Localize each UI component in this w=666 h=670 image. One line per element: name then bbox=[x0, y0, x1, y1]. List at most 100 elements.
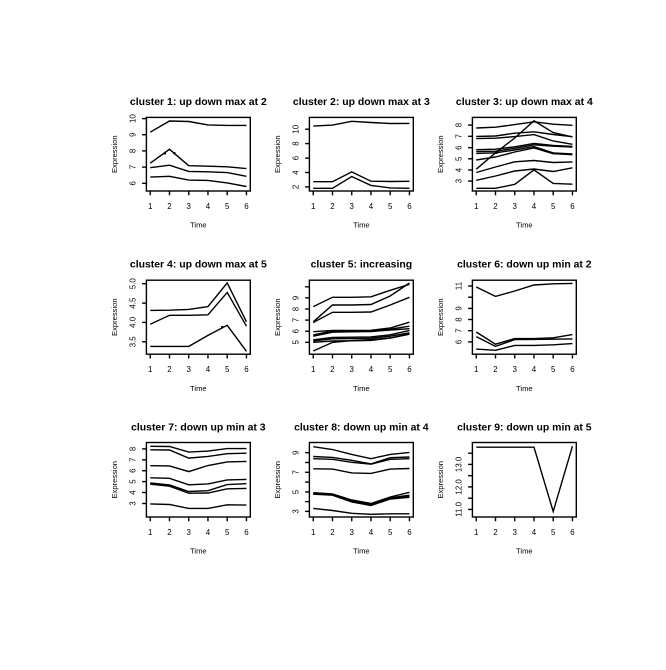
svg-text:8: 8 bbox=[292, 141, 301, 146]
svg-text:cluster 7: down up min at 3: cluster 7: down up min at 3 bbox=[131, 423, 266, 434]
svg-text:1: 1 bbox=[148, 202, 152, 211]
svg-text:Time: Time bbox=[190, 221, 207, 230]
svg-text:9: 9 bbox=[292, 295, 301, 300]
svg-text:2: 2 bbox=[167, 528, 171, 537]
svg-text:cluster 4: up down max at 5: cluster 4: up down max at 5 bbox=[130, 260, 267, 271]
svg-text:3: 3 bbox=[187, 202, 192, 211]
svg-text:Time: Time bbox=[516, 221, 533, 230]
svg-text:1: 1 bbox=[474, 202, 478, 211]
svg-text:Time: Time bbox=[353, 384, 370, 393]
svg-text:Expression: Expression bbox=[436, 461, 445, 499]
svg-text:4: 4 bbox=[532, 202, 537, 211]
svg-text:5: 5 bbox=[551, 528, 556, 537]
svg-text:6: 6 bbox=[292, 155, 301, 160]
svg-text:Time: Time bbox=[516, 384, 533, 393]
svg-text:5: 5 bbox=[388, 202, 393, 211]
svg-text:7: 7 bbox=[292, 318, 301, 322]
svg-text:6: 6 bbox=[570, 202, 575, 211]
svg-text:4: 4 bbox=[369, 528, 374, 537]
svg-text:11.0: 11.0 bbox=[455, 501, 464, 516]
svg-text:5: 5 bbox=[225, 528, 230, 537]
svg-text:8: 8 bbox=[292, 306, 301, 311]
svg-text:cluster 3: up down max at 4: cluster 3: up down max at 4 bbox=[456, 97, 593, 108]
svg-text:5: 5 bbox=[292, 339, 301, 344]
svg-text:3: 3 bbox=[455, 178, 464, 183]
svg-text:4: 4 bbox=[292, 170, 301, 175]
svg-text:8: 8 bbox=[129, 148, 138, 153]
svg-text:3: 3 bbox=[129, 501, 138, 506]
svg-text:2: 2 bbox=[330, 202, 334, 211]
svg-text:7: 7 bbox=[455, 329, 464, 333]
svg-text:3: 3 bbox=[187, 528, 192, 537]
svg-text:4: 4 bbox=[455, 167, 464, 172]
svg-text:13.0: 13.0 bbox=[455, 456, 464, 472]
svg-text:3: 3 bbox=[292, 509, 301, 514]
svg-text:1: 1 bbox=[311, 528, 315, 537]
svg-text:cluster 6: down up min at 2: cluster 6: down up min at 2 bbox=[457, 260, 592, 271]
svg-text:7: 7 bbox=[129, 165, 138, 169]
svg-text:1: 1 bbox=[311, 365, 315, 374]
svg-text:6: 6 bbox=[129, 180, 138, 185]
svg-text:3: 3 bbox=[513, 528, 518, 537]
svg-text:Expression: Expression bbox=[436, 298, 445, 336]
svg-text:1: 1 bbox=[311, 202, 315, 211]
svg-text:Expression: Expression bbox=[273, 135, 282, 173]
svg-text:5: 5 bbox=[388, 528, 393, 537]
svg-text:1: 1 bbox=[148, 528, 152, 537]
svg-text:Time: Time bbox=[353, 547, 370, 556]
svg-text:cluster 8: down up min at 4: cluster 8: down up min at 4 bbox=[294, 423, 429, 434]
svg-text:1: 1 bbox=[474, 365, 478, 374]
svg-text:Expression: Expression bbox=[436, 135, 445, 173]
svg-text:9: 9 bbox=[292, 450, 301, 455]
svg-text:6: 6 bbox=[244, 365, 249, 374]
svg-text:8: 8 bbox=[455, 122, 464, 127]
svg-text:Expression: Expression bbox=[273, 298, 282, 336]
svg-text:Time: Time bbox=[353, 221, 370, 230]
svg-text:3: 3 bbox=[513, 365, 518, 374]
svg-text:9: 9 bbox=[129, 132, 138, 137]
svg-text:3: 3 bbox=[350, 365, 355, 374]
svg-text:8: 8 bbox=[455, 317, 464, 322]
svg-text:5: 5 bbox=[292, 489, 301, 494]
svg-text:4.5: 4.5 bbox=[129, 297, 138, 309]
svg-text:4: 4 bbox=[206, 202, 211, 211]
svg-text:Expression: Expression bbox=[273, 461, 282, 499]
svg-text:1: 1 bbox=[148, 365, 152, 374]
svg-text:2: 2 bbox=[330, 365, 334, 374]
svg-text:3: 3 bbox=[350, 528, 355, 537]
svg-text:4: 4 bbox=[532, 365, 537, 374]
svg-text:5: 5 bbox=[551, 365, 556, 374]
svg-text:Expression: Expression bbox=[110, 461, 119, 499]
svg-text:2: 2 bbox=[167, 202, 171, 211]
svg-text:6: 6 bbox=[129, 468, 138, 473]
svg-text:6: 6 bbox=[292, 328, 301, 333]
svg-text:3: 3 bbox=[350, 202, 355, 211]
svg-text:Time: Time bbox=[190, 384, 207, 393]
svg-text:4: 4 bbox=[369, 365, 374, 374]
svg-text:2: 2 bbox=[167, 365, 171, 374]
svg-text:3: 3 bbox=[513, 202, 518, 211]
svg-text:6: 6 bbox=[455, 145, 464, 150]
svg-text:cluster 5: increasing: cluster 5: increasing bbox=[311, 260, 413, 271]
svg-text:1: 1 bbox=[474, 528, 478, 537]
svg-text:8: 8 bbox=[129, 446, 138, 451]
svg-text:10: 10 bbox=[129, 114, 138, 123]
svg-text:11: 11 bbox=[455, 282, 464, 290]
svg-text:cluster 9: down up min at 5: cluster 9: down up min at 5 bbox=[457, 423, 592, 434]
svg-text:6: 6 bbox=[570, 528, 575, 537]
svg-text:3.5: 3.5 bbox=[129, 336, 138, 348]
svg-text:5: 5 bbox=[388, 365, 393, 374]
svg-text:5: 5 bbox=[225, 365, 230, 374]
svg-text:10: 10 bbox=[292, 124, 301, 133]
svg-text:6: 6 bbox=[407, 365, 412, 374]
svg-text:4: 4 bbox=[369, 202, 374, 211]
svg-text:5.0: 5.0 bbox=[129, 278, 138, 290]
svg-text:Expression: Expression bbox=[110, 298, 119, 336]
svg-text:4: 4 bbox=[532, 528, 537, 537]
svg-text:12.0: 12.0 bbox=[455, 479, 464, 495]
svg-text:Time: Time bbox=[190, 547, 207, 556]
svg-text:4.0: 4.0 bbox=[129, 316, 138, 328]
svg-text:9: 9 bbox=[455, 306, 464, 311]
svg-text:4: 4 bbox=[129, 490, 138, 495]
svg-text:Time: Time bbox=[516, 547, 533, 556]
